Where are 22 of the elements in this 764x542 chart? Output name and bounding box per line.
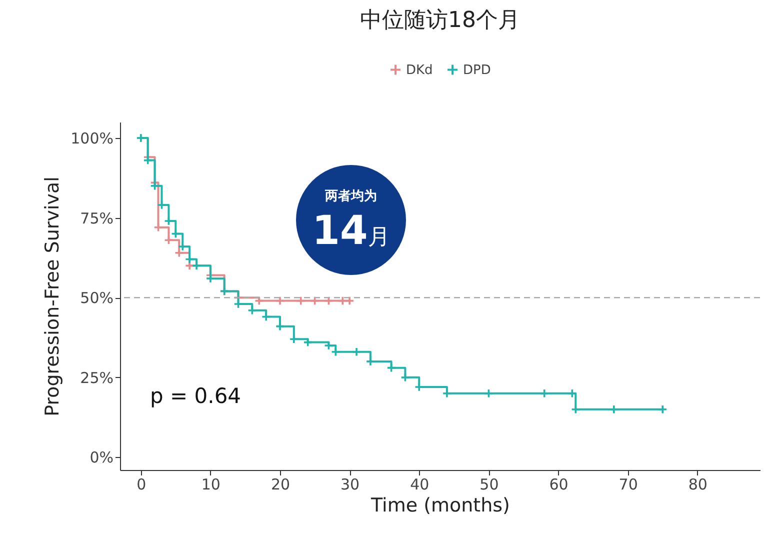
y-tick-label: 0%: [90, 448, 114, 467]
legend-label: DKd: [406, 62, 433, 78]
legend-label: DPD: [463, 62, 491, 78]
x-tick-label: 80: [688, 476, 708, 494]
x-tick-label: 0: [136, 476, 146, 494]
y-tick-label: 75%: [80, 209, 114, 228]
x-tick-label: 30: [340, 476, 360, 494]
x-tick-label: 10: [201, 476, 220, 494]
annotation: 14月: [311, 207, 391, 256]
x-tick-label: 20: [270, 476, 290, 494]
x-tick-label: 60: [549, 476, 568, 494]
x-axis-title: Time (months): [370, 494, 510, 516]
x-tick-label: 40: [410, 476, 430, 494]
annotation: 两者均为: [324, 188, 378, 205]
chart-title: 中位随访18个月: [360, 8, 520, 33]
annotation: p = 0.64: [150, 384, 242, 408]
x-tick-label: 70: [618, 476, 638, 494]
y-tick-label: 100%: [70, 129, 114, 148]
y-axis-title: Progression-Free Survival: [42, 176, 64, 416]
y-tick-label: 25%: [80, 368, 114, 387]
x-tick-label: 50: [480, 476, 499, 494]
y-tick-label: 50%: [80, 289, 114, 308]
